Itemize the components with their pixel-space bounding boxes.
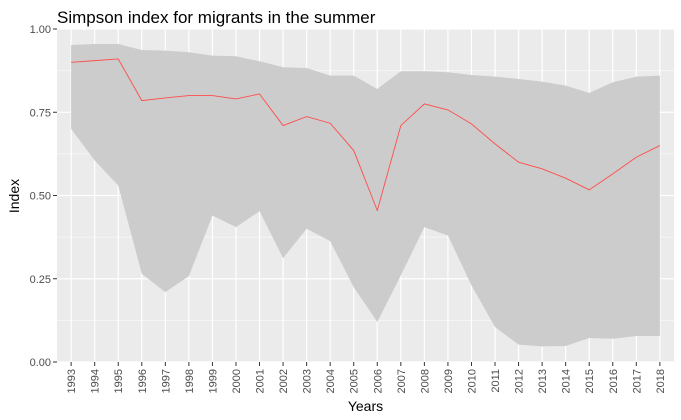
y-tick-label: 0.00: [30, 357, 51, 369]
x-tick-label: 2015: [584, 369, 596, 393]
x-tick-label: 1993: [66, 369, 78, 393]
x-tick-label: 2012: [514, 369, 526, 393]
x-tick-label: 2010: [466, 369, 478, 393]
x-tick-label: 1999: [207, 369, 219, 393]
x-axis-title: Years: [348, 398, 383, 414]
x-tick-label: 1997: [160, 369, 172, 393]
x-tick-label: 2002: [278, 369, 290, 393]
x-axis-ticks: 1993 1994 1995 1996 1997 1998 1999 2000 2001 2002…: [66, 362, 667, 393]
index-line: [71, 58, 661, 212]
x-tick-label: 2007: [396, 369, 408, 393]
y-axis-title: Index: [6, 179, 22, 213]
y-tick-label: 0.75: [30, 107, 51, 119]
x-tick-label: 2017: [631, 369, 643, 393]
y-tick-label: 0.50: [30, 191, 51, 203]
x-tick-label: 2003: [302, 369, 314, 393]
x-tick-label: 2000: [231, 369, 243, 393]
x-tick-label: 1998: [184, 369, 196, 393]
x-tick-label: 2001: [255, 369, 267, 393]
x-tick-label: 2004: [325, 369, 337, 393]
x-tick-label: 2009: [443, 369, 455, 393]
y-tick-label: 1.00: [30, 24, 51, 36]
y-tick-label: 0.25: [30, 274, 51, 286]
chart-title: Simpson index for migrants in the summer: [57, 8, 376, 27]
x-tick-label: 2011: [490, 369, 502, 393]
x-tick-label: 1995: [113, 369, 125, 393]
x-tick-label: 2016: [608, 369, 620, 393]
range-band: [71, 43, 660, 347]
x-tick-label: 2018: [655, 369, 667, 393]
x-tick-label: 2008: [419, 369, 431, 393]
x-tick-label: 1996: [137, 369, 149, 393]
y-axis-ticks: 0.00 0.25 0.50 0.75 1.00: [30, 24, 57, 369]
x-tick-label: 1994: [90, 369, 102, 393]
x-tick-label: 2013: [537, 369, 549, 393]
x-tick-label: 2014: [561, 369, 573, 393]
x-tick-label: 2005: [349, 369, 361, 393]
x-tick-label: 2006: [372, 369, 384, 393]
